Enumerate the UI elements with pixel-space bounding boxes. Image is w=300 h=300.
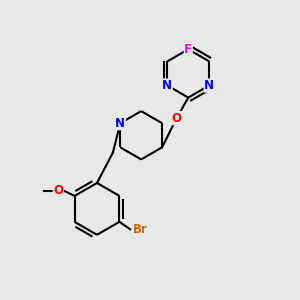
Text: F: F [184, 43, 192, 56]
Text: Br: Br [133, 223, 148, 236]
Text: N: N [204, 79, 214, 92]
Text: N: N [115, 117, 125, 130]
Text: N: N [162, 79, 172, 92]
Text: O: O [53, 184, 63, 197]
Text: O: O [172, 112, 182, 124]
